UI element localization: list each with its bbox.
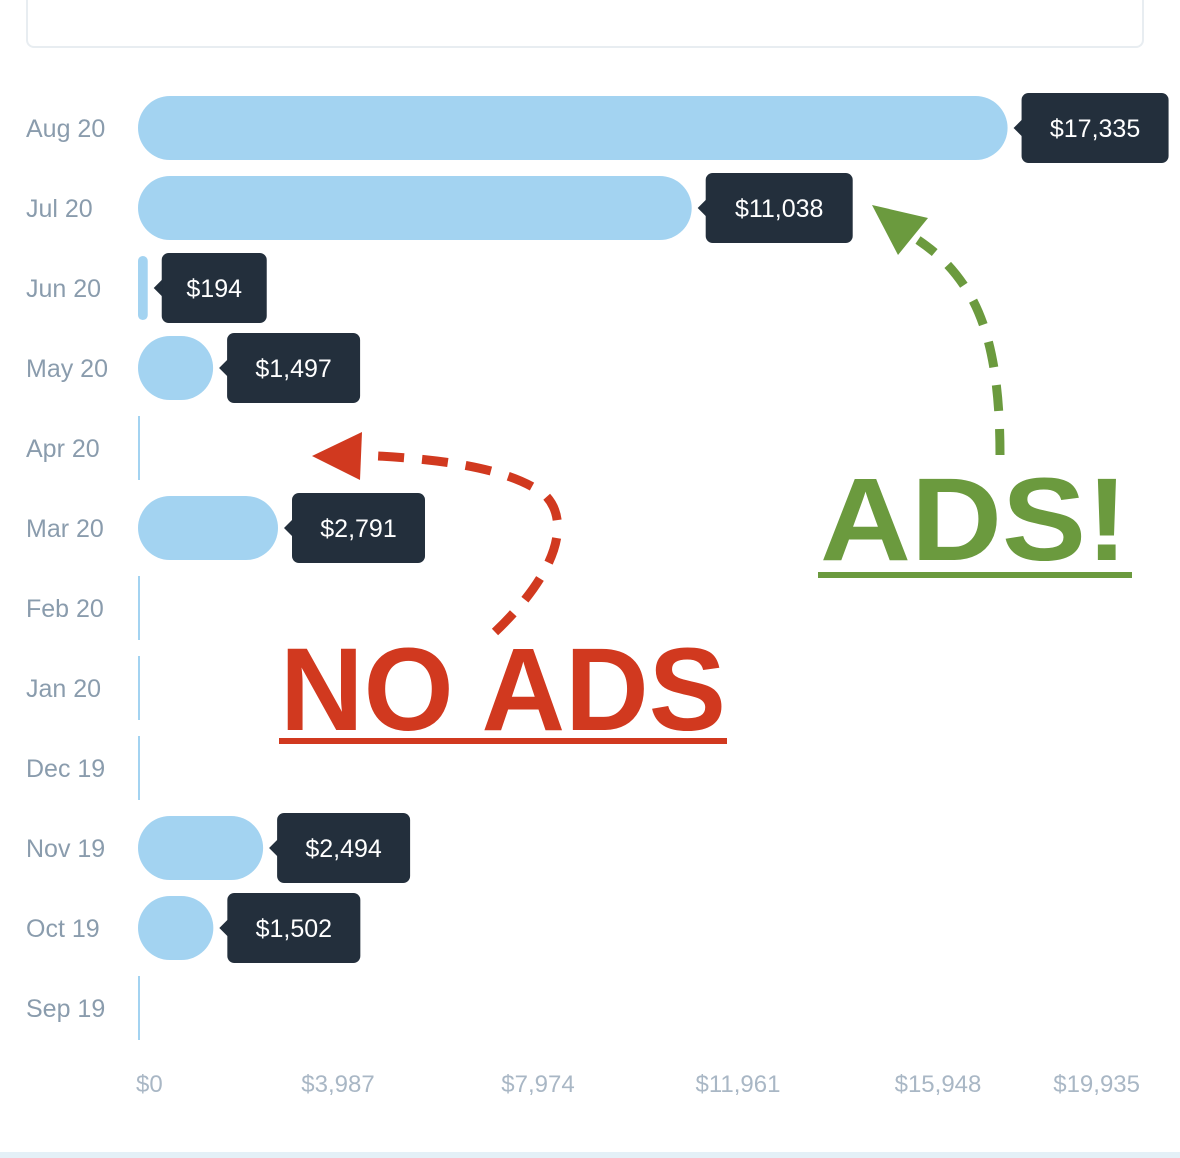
category-label: May 20 (26, 355, 108, 383)
category-label: Aug 20 (26, 115, 105, 143)
category-label: Nov 19 (26, 835, 105, 863)
tooltip-pointer (697, 199, 707, 217)
x-tick-label: $0 (136, 1071, 163, 1098)
bar-row: Jan 20 (26, 656, 140, 720)
category-label: Mar 20 (26, 515, 104, 543)
category-label: Feb 20 (26, 595, 104, 623)
tooltip-pointer (1013, 119, 1023, 137)
ads-label: ADS! (820, 454, 1128, 586)
value-tooltip: $2,791 (284, 493, 426, 563)
bar-row: Jul 20 $11,038 (26, 173, 853, 243)
bar-row: May 20 $1,497 (26, 333, 361, 403)
no-ads-label: NO ADS (280, 624, 726, 756)
no-ads-underline (279, 738, 727, 744)
category-label: Oct 19 (26, 915, 100, 943)
value-tooltip: $1,497 (219, 333, 361, 403)
bar-row: Oct 19 $1,502 (26, 893, 361, 963)
bar[interactable] (138, 96, 1008, 160)
data-label: $1,502 (256, 915, 332, 943)
bars-layer: Aug 20 $17,335 Jul 20 $11,038 Jun 20 $194 May … (26, 93, 1169, 1040)
tooltip-pointer (219, 919, 229, 937)
empty-bar-baseline (138, 736, 140, 800)
empty-bar-baseline (138, 976, 140, 1040)
bar[interactable] (138, 816, 264, 880)
value-tooltip: $11,038 (697, 173, 853, 243)
top-card (26, 0, 1144, 48)
tooltip-pointer (153, 279, 163, 297)
bar[interactable] (138, 256, 148, 320)
category-label: Apr 20 (26, 435, 100, 463)
data-label: $11,038 (735, 195, 824, 223)
ads-arrow (915, 236, 1005, 456)
tooltip-box (161, 253, 267, 323)
data-label: $2,494 (305, 835, 382, 863)
bar-row: Dec 19 (26, 736, 140, 800)
empty-bar-baseline (138, 656, 140, 720)
x-tick-label: $7,974 (501, 1071, 574, 1098)
bar-row: Apr 20 (26, 416, 140, 480)
data-label: $194 (186, 275, 242, 303)
ads-arrowhead (872, 205, 928, 255)
bar-row: Jun 20 $194 (26, 253, 267, 323)
bar-row: Mar 20 $2,791 (26, 493, 426, 563)
x-axis-ticks: $0 $3,987 $7,974 $11,961 $15,948 $19,935 (136, 1071, 1140, 1098)
data-label: $1,497 (255, 355, 331, 383)
value-tooltip: $2,494 (269, 813, 411, 883)
no-ads-arrowhead (312, 432, 362, 480)
category-label: Jan 20 (26, 675, 101, 703)
no-ads-annotation: NO ADS (279, 432, 727, 756)
ads-annotation: ADS! (818, 205, 1132, 586)
bar[interactable] (138, 896, 214, 960)
tooltip-box (227, 893, 361, 963)
x-tick-label: $11,961 (696, 1071, 781, 1098)
bar[interactable] (138, 336, 214, 400)
tooltip-box (705, 173, 853, 243)
category-label: Jun 20 (26, 275, 101, 303)
tooltip-box (277, 813, 411, 883)
no-ads-arrow (354, 450, 562, 636)
bar[interactable] (138, 496, 279, 560)
category-label: Jul 20 (26, 195, 93, 223)
category-label: Dec 19 (26, 755, 105, 783)
bar-row: Aug 20 $17,335 (26, 93, 1169, 163)
ads-underline (818, 572, 1132, 578)
tooltip-pointer (269, 839, 279, 857)
empty-bar-baseline (138, 576, 140, 640)
value-tooltip: $17,335 (1013, 93, 1169, 163)
data-label: $17,335 (1050, 115, 1140, 143)
tooltip-box (292, 493, 426, 563)
tooltip-box (227, 333, 361, 403)
bar-row: Sep 19 (26, 976, 140, 1040)
x-tick-label: $19,935 (1053, 1071, 1140, 1098)
bar[interactable] (138, 176, 692, 240)
value-tooltip: $1,502 (219, 893, 361, 963)
bar-row: Nov 19 $2,494 (26, 813, 411, 883)
bar-row: Feb 20 (26, 576, 140, 640)
value-tooltip: $194 (153, 253, 267, 323)
x-tick-label: $15,948 (895, 1071, 982, 1098)
bottom-divider (0, 1152, 1180, 1158)
x-tick-label: $3,987 (301, 1071, 374, 1098)
tooltip-pointer (219, 359, 229, 377)
empty-bar-baseline (138, 416, 140, 480)
data-label: $2,791 (320, 515, 396, 543)
tooltip-pointer (284, 519, 294, 537)
category-label: Sep 19 (26, 995, 105, 1023)
tooltip-box (1021, 93, 1169, 163)
